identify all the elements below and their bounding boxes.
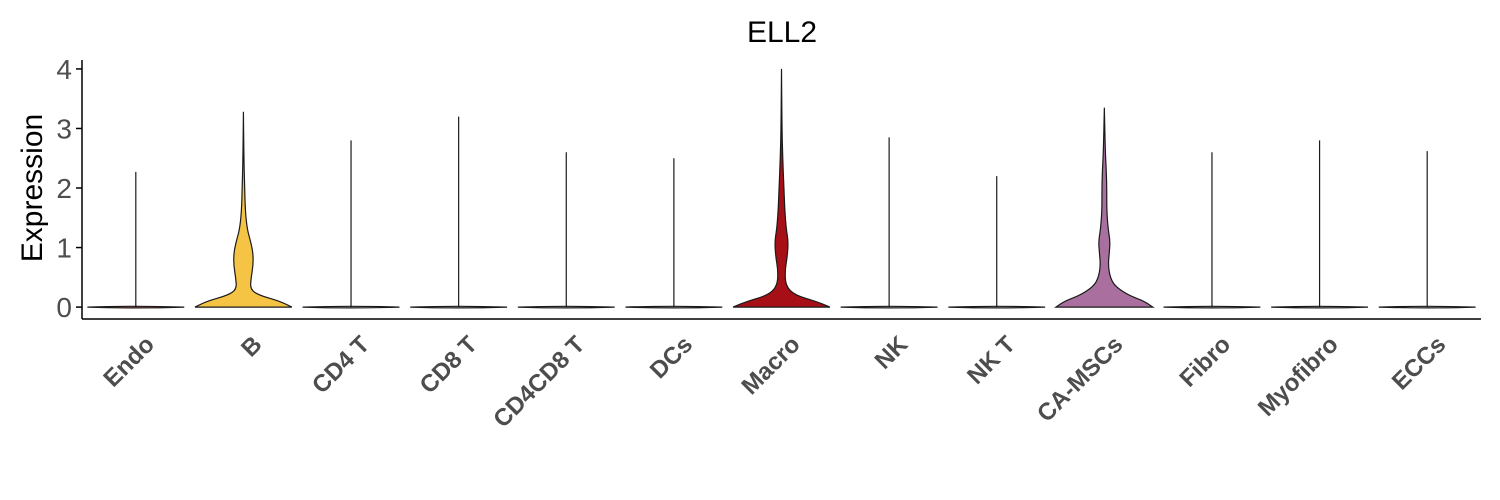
violin-fibro: [1163, 152, 1261, 309]
violin-base: [625, 305, 723, 309]
violin-endo: [87, 171, 185, 309]
violin-base: [302, 305, 400, 309]
violin-body: [1053, 107, 1155, 308]
x-tick-label: CA-MSCs: [1032, 331, 1128, 427]
violin-base: [410, 305, 508, 309]
violin-cd4cd8-t: [517, 152, 615, 309]
violin-body: [732, 68, 831, 308]
x-tick-label: B: [236, 331, 267, 362]
violin-base: [1271, 305, 1369, 309]
violin-myofibro: [1271, 140, 1369, 309]
y-tick-label: 0: [56, 292, 72, 323]
x-tick-label: NK: [870, 331, 914, 375]
x-tick-label: Myofibro: [1253, 331, 1344, 422]
x-ticks-group: Endo B CD4 T CD8 T CD4CD8 T DCs Macro NK NK T CA-…: [98, 331, 1451, 434]
y-tick-label: 1: [56, 233, 72, 264]
violins-group: [87, 68, 1476, 309]
y-tick-label: 2: [56, 173, 72, 204]
x-tick-label: DCs: [645, 331, 698, 384]
x-tick-label: Endo: [98, 331, 160, 393]
violin-macro: [732, 68, 831, 308]
violin-base: [87, 305, 185, 309]
y-tick-label: 3: [56, 113, 72, 144]
violin-base: [1163, 305, 1261, 309]
x-tick-label: ECCs: [1387, 331, 1451, 395]
violin-cd8-t: [410, 116, 508, 309]
violin-base: [1378, 305, 1476, 309]
violin-base: [517, 305, 615, 309]
violin-b: [194, 111, 293, 308]
x-tick-label: Macro: [737, 331, 806, 400]
violin-base: [948, 305, 1046, 309]
violin-nk: [840, 137, 938, 309]
x-tick-label: CD8 T: [415, 331, 483, 399]
violin-cd4-t: [302, 140, 400, 309]
chart-title: ELL2: [747, 16, 817, 49]
violin-body: [194, 111, 293, 308]
x-tick-label: CD4CD8 T: [488, 331, 590, 433]
violin-base: [840, 305, 938, 309]
violin-nk-t: [948, 176, 1046, 309]
violin-eccs: [1378, 151, 1476, 309]
violin-ca-mscs: [1053, 107, 1155, 308]
x-tick-label: CD4 T: [307, 331, 375, 399]
y-axis-label: Expression: [16, 114, 49, 262]
y-ticks-group: 0 1 2 3 4: [56, 54, 82, 323]
x-tick-label: NK T: [962, 331, 1021, 390]
x-tick-label: Fibro: [1175, 331, 1237, 393]
violin-dcs: [625, 158, 723, 309]
y-tick-label: 4: [56, 54, 72, 85]
